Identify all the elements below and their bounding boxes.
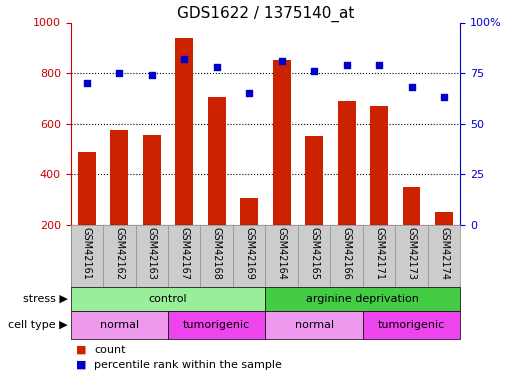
Text: tumorigenic: tumorigenic <box>183 320 251 330</box>
Point <box>180 56 188 62</box>
Text: control: control <box>149 294 187 304</box>
Bar <box>266 311 363 339</box>
Text: GSM42161: GSM42161 <box>82 227 92 280</box>
Bar <box>435 212 453 225</box>
Text: GSM42166: GSM42166 <box>342 227 351 280</box>
Text: arginine deprivation: arginine deprivation <box>306 294 419 304</box>
Point <box>407 84 416 90</box>
Text: GSM42171: GSM42171 <box>374 227 384 280</box>
Title: GDS1622 / 1375140_at: GDS1622 / 1375140_at <box>177 6 354 22</box>
Point <box>310 68 319 74</box>
Point <box>245 90 253 96</box>
Point <box>375 62 383 68</box>
Point <box>115 70 123 76</box>
Point <box>440 94 448 100</box>
Bar <box>175 38 193 225</box>
Point <box>212 64 221 70</box>
Bar <box>110 130 128 225</box>
Bar <box>78 152 96 225</box>
Bar <box>208 97 225 225</box>
Bar <box>338 101 356 225</box>
Bar <box>71 287 266 311</box>
Bar <box>363 311 460 339</box>
Text: tumorigenic: tumorigenic <box>378 320 445 330</box>
Bar <box>266 287 460 311</box>
Text: normal: normal <box>100 320 139 330</box>
Text: GSM42173: GSM42173 <box>406 227 416 280</box>
Bar <box>240 198 258 225</box>
Bar <box>143 135 161 225</box>
Point <box>83 80 91 86</box>
Text: GSM42164: GSM42164 <box>277 227 287 280</box>
Text: ■: ■ <box>76 345 86 355</box>
Text: normal: normal <box>294 320 334 330</box>
Bar <box>71 311 168 339</box>
Bar <box>168 311 266 339</box>
Text: GSM42168: GSM42168 <box>212 227 222 280</box>
Bar <box>272 60 291 225</box>
Text: GSM42162: GSM42162 <box>115 227 124 280</box>
Text: GSM42169: GSM42169 <box>244 227 254 280</box>
Text: GSM42167: GSM42167 <box>179 227 189 280</box>
Text: GSM42174: GSM42174 <box>439 227 449 280</box>
Point <box>343 62 351 68</box>
Point <box>147 72 156 78</box>
Bar <box>403 187 420 225</box>
Text: stress ▶: stress ▶ <box>23 294 68 304</box>
Text: ■: ■ <box>76 360 86 370</box>
Text: GSM42163: GSM42163 <box>147 227 157 280</box>
Text: cell type ▶: cell type ▶ <box>8 320 68 330</box>
Bar <box>370 106 388 225</box>
Bar <box>305 136 323 225</box>
Text: GSM42165: GSM42165 <box>309 227 319 280</box>
Text: percentile rank within the sample: percentile rank within the sample <box>94 360 282 370</box>
Text: count: count <box>94 345 126 355</box>
Point <box>278 58 286 64</box>
